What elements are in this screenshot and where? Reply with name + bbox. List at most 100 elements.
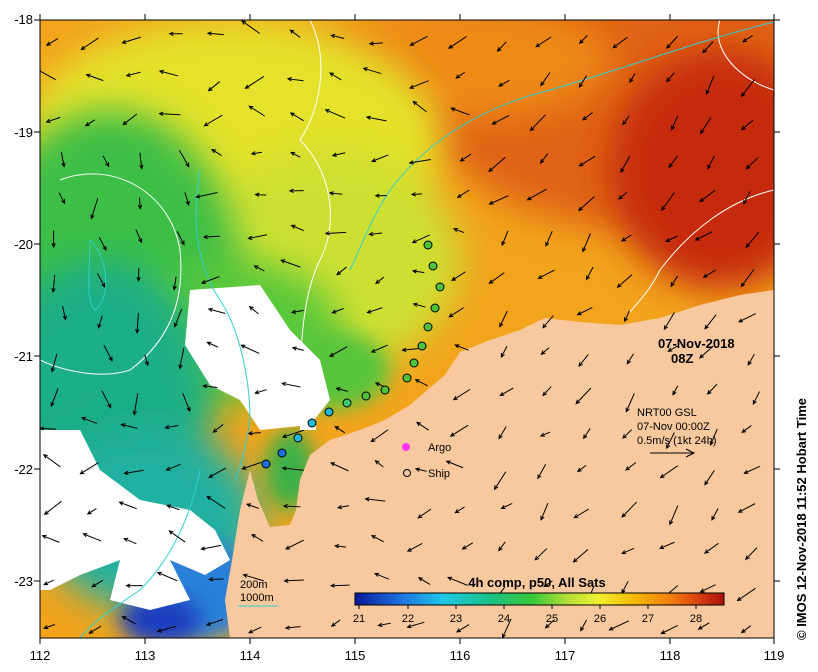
- current-arrow: [290, 151, 301, 158]
- current-arrow-head: [125, 72, 131, 78]
- current-arrow-head: [254, 192, 260, 197]
- colorbar-label: 25: [546, 613, 558, 625]
- current-arrow-head: [165, 466, 171, 471]
- x-axis: 112 113 114 115 116 117 118 119: [30, 648, 785, 663]
- current-arrow-head: [699, 588, 705, 593]
- current-arrow: [103, 344, 113, 361]
- current-arrow-head: [499, 392, 505, 397]
- current-arrow-head: [666, 77, 671, 83]
- current-arrow-head: [618, 195, 623, 200]
- current-arrow-head: [248, 305, 254, 311]
- current-arrow: [241, 344, 260, 354]
- current-arrow: [122, 113, 138, 125]
- current-arrow-head: [122, 120, 128, 126]
- current-arrow: [365, 498, 386, 502]
- current-arrow-head: [374, 382, 380, 387]
- current-arrow: [282, 467, 304, 471]
- current-arrow: [702, 41, 714, 53]
- current-arrow-head: [624, 317, 629, 323]
- current-arrow: [330, 462, 349, 472]
- current-arrow-head: [498, 82, 504, 87]
- current-arrow: [331, 619, 341, 627]
- current-arrow: [671, 115, 679, 130]
- current-arrow-head: [704, 324, 709, 330]
- current-arrow-head: [445, 460, 451, 465]
- current-arrow: [494, 471, 507, 490]
- current-arrow: [446, 460, 464, 469]
- current-arrow-head: [740, 92, 746, 98]
- current-arrow: [280, 259, 301, 268]
- current-arrow: [206, 618, 224, 626]
- current-arrow: [738, 313, 756, 323]
- current-arrow-head: [454, 344, 460, 349]
- current-arrow: [40, 70, 56, 81]
- current-arrow-head: [207, 307, 213, 313]
- current-arrow: [90, 198, 99, 219]
- current-arrow: [248, 234, 268, 239]
- current-arrow: [578, 354, 589, 367]
- current-arrow-head: [747, 360, 752, 366]
- current-arrow-head: [136, 276, 141, 282]
- current-arrow-head: [704, 480, 709, 486]
- current-arrow-head: [144, 361, 149, 367]
- current-arrow-head: [408, 160, 414, 165]
- current-arrow-head: [740, 628, 746, 634]
- current-arrow-head: [374, 459, 380, 465]
- current-arrow-head: [79, 470, 85, 475]
- current-arrow: [660, 465, 679, 479]
- current-arrow-head: [85, 73, 91, 78]
- current-arrow: [159, 113, 181, 116]
- current-arrow-head: [329, 352, 335, 357]
- current-arrow: [665, 235, 678, 242]
- current-arrow: [618, 191, 628, 200]
- vector-key-scale: 0.5m/s (1kt 24h): [637, 435, 716, 447]
- current-arrow-head: [540, 81, 545, 87]
- current-arrow-head: [121, 616, 127, 621]
- current-arrow-head: [660, 630, 666, 634]
- current-arrow-head: [248, 105, 254, 110]
- current-arrow: [325, 231, 347, 234]
- current-arrow-head: [329, 72, 335, 77]
- current-arrow: [707, 155, 716, 169]
- current-arrow: [706, 75, 715, 94]
- current-arrow: [83, 533, 102, 542]
- current-arrow: [415, 468, 427, 472]
- current-arrow-head: [669, 520, 674, 526]
- current-arrow-head: [330, 622, 336, 627]
- current-arrow-head: [80, 45, 86, 51]
- current-arrow-head: [335, 387, 341, 392]
- current-arrow: [98, 237, 107, 251]
- current-arrow: [542, 315, 554, 329]
- current-arrow-head: [499, 322, 504, 328]
- current-arrow: [122, 616, 136, 625]
- current-arrow-head: [290, 309, 297, 314]
- current-arrow: [375, 276, 385, 284]
- sst-field: [40, 20, 774, 638]
- current-arrow: [119, 501, 137, 510]
- current-arrow-head: [498, 546, 503, 552]
- current-arrow-head: [362, 67, 368, 72]
- current-arrow: [621, 580, 629, 594]
- current-arrow-head: [377, 622, 383, 628]
- current-arrow: [60, 151, 65, 167]
- isobath-1000-label: 1000m: [240, 592, 274, 604]
- current-arrow-head: [43, 581, 49, 586]
- current-arrow-head: [629, 78, 634, 84]
- current-arrow-head: [324, 231, 330, 236]
- current-arrow: [254, 265, 265, 272]
- current-arrow-head: [412, 302, 418, 307]
- current-arrow-head: [500, 353, 505, 359]
- current-arrow: [666, 432, 675, 449]
- current-arrow-head: [125, 583, 131, 588]
- current-arrow: [291, 309, 304, 313]
- current-arrow: [282, 382, 301, 388]
- current-arrow-head: [50, 367, 56, 373]
- current-arrow-head: [88, 629, 94, 634]
- current-arrow: [497, 41, 507, 52]
- current-arrow-head: [248, 629, 254, 634]
- current-arrow-head: [336, 504, 343, 510]
- current-arrow-head: [667, 347, 673, 352]
- x-tick-label: 119: [764, 648, 785, 663]
- colorbar: 4h comp, p50, All Sats 21 22 23 24 25 26…: [353, 575, 725, 625]
- current-arrow: [46, 116, 61, 123]
